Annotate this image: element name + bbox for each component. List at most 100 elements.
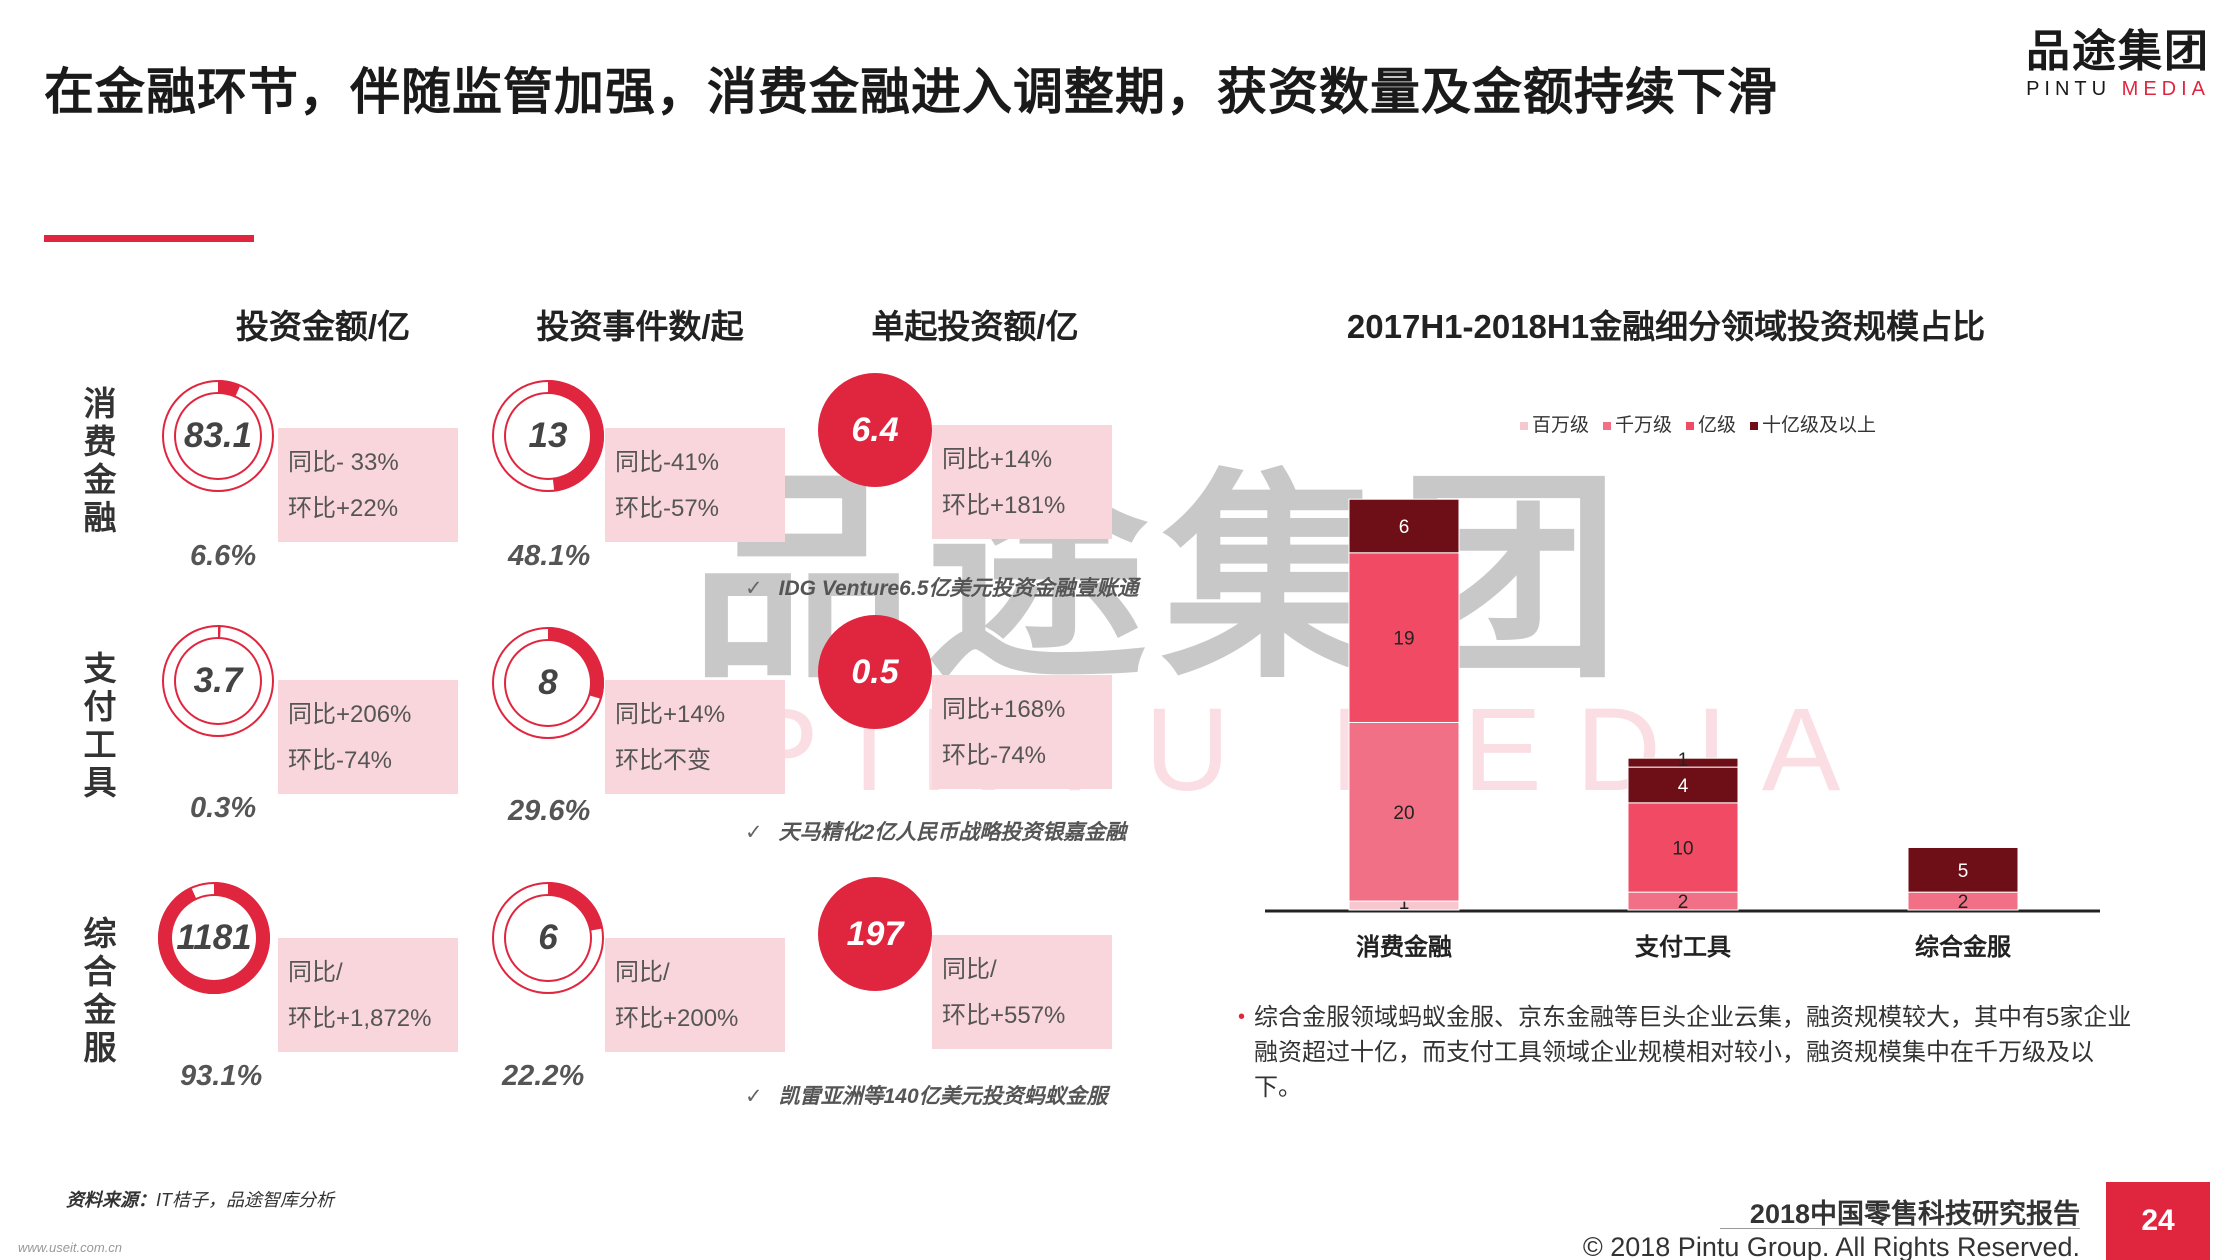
- deal-note-text: 天马精化2亿人民币战略投资银嘉金融: [778, 821, 1127, 844]
- bar-value-label: 6: [1399, 517, 1410, 538]
- legend-item-1: 千万级: [1603, 410, 1672, 437]
- qoq-text: 环比+1,872%: [288, 1005, 432, 1032]
- dot-value: 197: [846, 915, 904, 953]
- qoq-text: 环比-74%: [942, 742, 1047, 769]
- page-number: 24: [2106, 1182, 2210, 1260]
- qoq-text: 环比-57%: [615, 495, 720, 522]
- ring-amount: 3.7: [160, 623, 276, 739]
- bar-value-label: 2: [1958, 892, 1969, 913]
- bar-value-label: 1: [1678, 750, 1689, 771]
- yoy-text: 同比- 33%: [288, 449, 399, 476]
- dot-per-deal: 6.4: [818, 373, 932, 487]
- ring-value: 6: [538, 918, 558, 957]
- deal-note: ✓ IDG Venture6.5亿美元投资金融壹账通: [745, 572, 1138, 602]
- bar-value-label: 10: [1672, 838, 1693, 859]
- legend-swatch-icon: [1603, 421, 1612, 430]
- ring-share-arc: [162, 380, 274, 492]
- ring-value: 8: [538, 663, 558, 702]
- legend-swatch-icon: [1750, 421, 1759, 430]
- yoy-text: 同比/: [942, 956, 997, 983]
- site-watermark: www.useit.com.cn: [18, 1240, 123, 1255]
- ring-share-arc: [492, 627, 604, 739]
- copyright: © 2018 Pintu Group. All Rights Reserved.: [1582, 1232, 2080, 1260]
- yoy-text: 同比+168%: [942, 696, 1066, 723]
- ring-amount: 1181: [156, 880, 272, 996]
- legend-item-2: 亿级: [1686, 410, 1736, 437]
- ring-share-arc: [492, 380, 604, 492]
- info-box: 同比+206% 环比-74%: [278, 680, 458, 794]
- ring-value: 83.1: [183, 416, 253, 455]
- report-title: 2018中国零售科技研究报告: [1749, 1199, 2080, 1229]
- legend-swatch-icon: [1520, 421, 1528, 430]
- ring-events: 13: [490, 378, 606, 494]
- qoq-text: 环比+181%: [942, 492, 1066, 519]
- bar-segment: [1348, 552, 1460, 723]
- chart-title: 2017H1-2018H1金融细分领域投资规模占比: [1346, 308, 1986, 345]
- legend-item-0: 百万级: [1520, 410, 1589, 437]
- dot-per-deal: 0.5: [818, 615, 932, 729]
- yoy-text: 同比+14%: [615, 701, 726, 728]
- share-value: 48.1%: [508, 540, 591, 572]
- ring-share-arc: [158, 882, 270, 994]
- row-label-integrated-finance: 综合金服: [83, 915, 117, 1066]
- check-icon: ✓: [745, 1085, 763, 1108]
- legend-item-3: 十亿级及以上: [1750, 410, 1876, 437]
- info-box: 同比+14% 环比+181%: [932, 425, 1112, 539]
- check-icon: ✓: [745, 821, 763, 844]
- info-box: 同比/ 环比+1,872%: [278, 938, 458, 1052]
- info-box: 同比- 33% 环比+22%: [278, 428, 458, 542]
- deal-note: ✓ 天马精化2亿人民币战略投资银嘉金融: [745, 816, 1126, 846]
- qoq-text: 环比-74%: [288, 747, 393, 774]
- ring-events: 8: [490, 625, 606, 741]
- x-tick-label: 综合金服: [1915, 933, 2012, 961]
- bar-value-label: 19: [1393, 629, 1414, 650]
- qoq-text: 环比+200%: [615, 1005, 739, 1032]
- x-tick-label: 支付工具: [1635, 934, 1731, 961]
- share-value: 22.2%: [502, 1060, 585, 1092]
- row-label-payment-tools: 支付工具: [83, 650, 117, 801]
- yoy-text: 同比+14%: [942, 446, 1053, 473]
- qoq-text: 环比+557%: [942, 1002, 1066, 1029]
- brand-en-a: PINTU: [2026, 78, 2122, 100]
- page-title: 在金融环节，伴随监管加强，消费金融进入调整期，获资数量及金额持续下滑: [44, 64, 1778, 120]
- ring-events: 6: [490, 880, 606, 996]
- bar-segment: [1627, 757, 1739, 768]
- brand-cn: 品途集团: [2026, 27, 2210, 76]
- info-box: 同比/ 环比+557%: [932, 935, 1112, 1049]
- deal-note-text: IDG Venture6.5亿美元投资金融壹账通: [778, 577, 1139, 600]
- source-text: IT桔子，品途智库分析: [156, 1190, 334, 1210]
- qoq-text: 环比+22%: [288, 495, 399, 522]
- info-box: 同比+14% 环比不变: [605, 680, 785, 794]
- brand-en-b: MEDIA: [2121, 78, 2210, 100]
- source-label: 资料来源：: [66, 1190, 156, 1210]
- bullet-text: 综合金服领域蚂蚁金服、京东金融等巨头企业云集，融资规模较大，其中有5家企业融资超…: [1254, 1004, 2132, 1101]
- bar-value-label: 4: [1678, 776, 1689, 797]
- ring-amount: 83.1: [160, 378, 276, 494]
- legend-label: 亿级: [1698, 415, 1737, 436]
- share-value: 6.6%: [190, 540, 257, 572]
- qoq-text: 环比不变: [615, 747, 711, 774]
- ring-value: 1181: [176, 918, 252, 957]
- source-note: 资料来源：IT桔子，品途智库分析: [66, 1186, 334, 1212]
- deal-note-text: 凯雷亚洲等140亿美元投资蚂蚁金服: [778, 1085, 1108, 1108]
- title-underline: [44, 235, 254, 242]
- x-tick-label: 消费金融: [1356, 933, 1452, 961]
- bar-value-label: 20: [1393, 803, 1414, 824]
- legend-swatch-icon: [1686, 421, 1695, 430]
- bullet-icon: •: [1238, 1006, 1246, 1028]
- bar-segment: [1627, 802, 1739, 893]
- legend-label: 千万级: [1615, 415, 1673, 436]
- footer-divider: [1720, 1228, 2080, 1229]
- info-box: 同比+168% 环比-74%: [932, 675, 1112, 789]
- ring-value: 3.7: [193, 661, 243, 700]
- ring-inner-outline: [174, 637, 262, 725]
- dot-value: 0.5: [851, 653, 899, 691]
- yoy-text: 同比-41%: [615, 449, 720, 476]
- share-value: 29.6%: [508, 795, 591, 827]
- dot-value: 6.4: [851, 411, 899, 449]
- check-icon: ✓: [745, 577, 763, 600]
- legend-label: 十亿级及以上: [1762, 415, 1877, 436]
- info-box: 同比-41% 环比-57%: [605, 428, 785, 542]
- deal-note: ✓ 凯雷亚洲等140亿美元投资蚂蚁金服: [745, 1080, 1108, 1110]
